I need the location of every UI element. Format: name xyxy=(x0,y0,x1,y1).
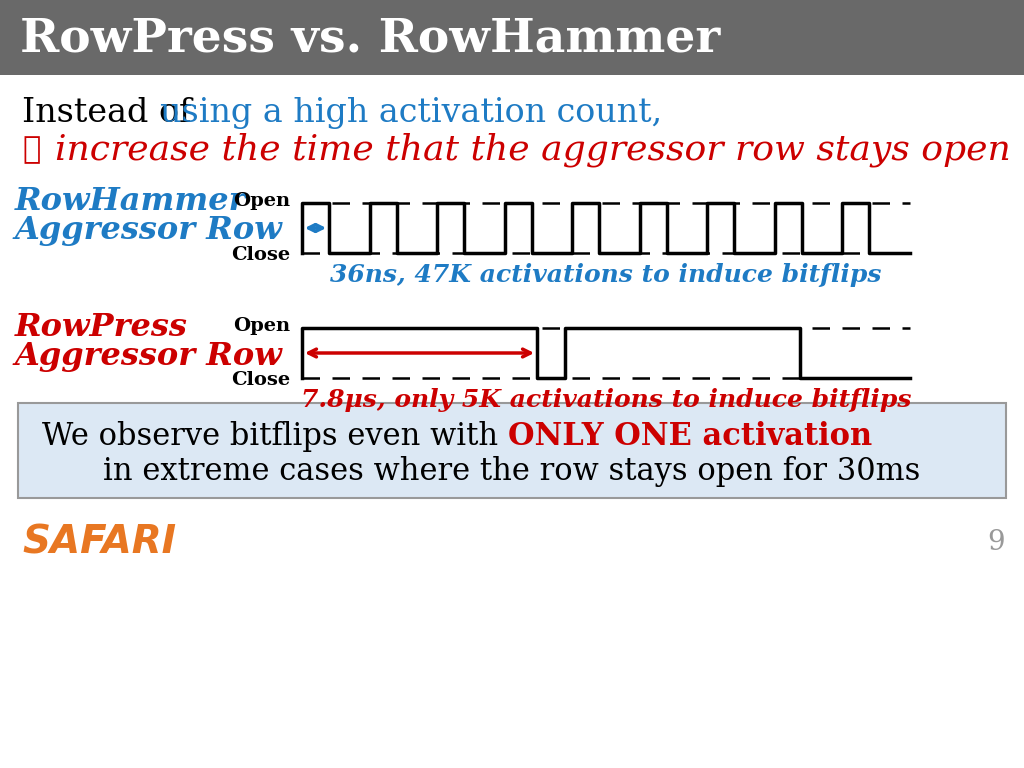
Text: in extreme cases where the row stays open for 30ms: in extreme cases where the row stays ope… xyxy=(103,456,921,487)
FancyBboxPatch shape xyxy=(0,0,1024,75)
Text: Instead of: Instead of xyxy=(22,97,202,129)
Text: 7.8μs, only 5K activations to induce bitflips: 7.8μs, only 5K activations to induce bit… xyxy=(301,388,911,412)
Text: RowHammer: RowHammer xyxy=(15,186,247,217)
Text: Close: Close xyxy=(230,246,290,264)
Text: Open: Open xyxy=(232,317,290,335)
Text: 36ns, 47K activations to induce bitflips: 36ns, 47K activations to induce bitflips xyxy=(331,263,882,287)
Text: ☞: ☞ xyxy=(22,134,40,165)
Text: RowPress: RowPress xyxy=(15,312,187,343)
Text: Aggressor Row: Aggressor Row xyxy=(15,342,283,372)
Text: using a high activation count,: using a high activation count, xyxy=(160,97,662,129)
FancyBboxPatch shape xyxy=(18,403,1006,498)
Text: We observe bitflips even with: We observe bitflips even with xyxy=(42,421,508,452)
Text: Aggressor Row: Aggressor Row xyxy=(15,216,283,247)
Text: SAFARI: SAFARI xyxy=(22,524,176,562)
Text: increase the time that the aggressor row stays open: increase the time that the aggressor row… xyxy=(55,133,1011,167)
Text: ONLY ONE activation: ONLY ONE activation xyxy=(508,421,872,452)
Text: 9: 9 xyxy=(987,529,1005,557)
Text: Open: Open xyxy=(232,192,290,210)
Text: RowPress vs. RowHammer: RowPress vs. RowHammer xyxy=(20,15,720,61)
Text: Close: Close xyxy=(230,371,290,389)
